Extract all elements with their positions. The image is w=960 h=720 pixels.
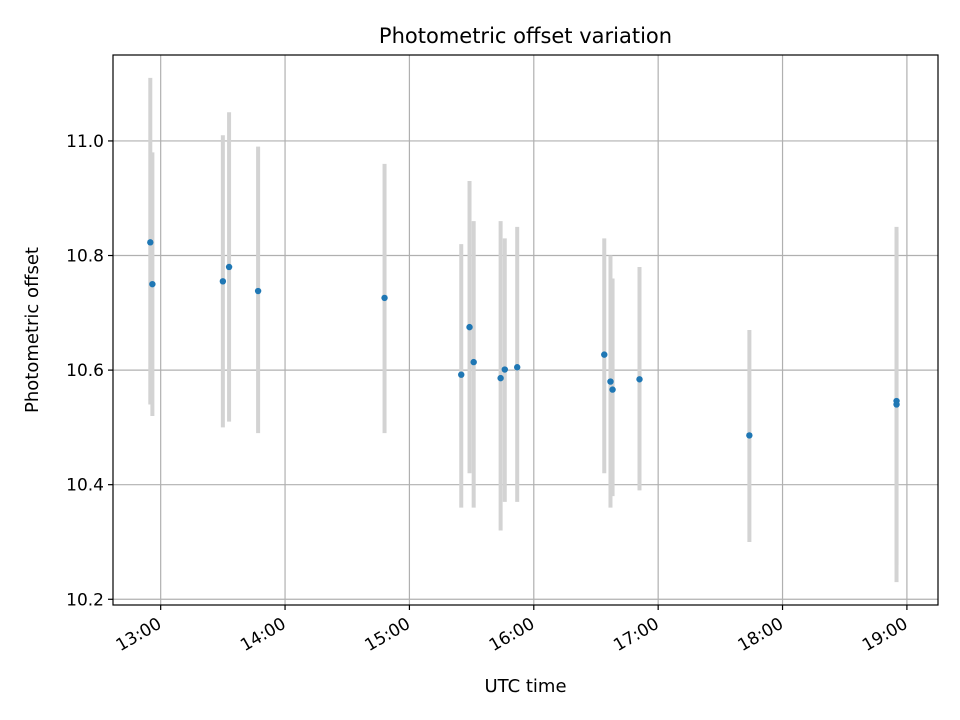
- y-tick-label: 11.0: [66, 132, 104, 152]
- y-axis: 10.2 10.4 10.6 10.8 11.0: [66, 132, 113, 610]
- grid: [113, 55, 938, 605]
- x-tick-label: 16:00: [486, 614, 538, 656]
- x-tick-label: 13:00: [113, 614, 165, 656]
- data-point: [149, 280, 156, 288]
- data-point: [636, 376, 643, 383]
- data-points: [147, 239, 900, 439]
- data-point: [601, 351, 608, 358]
- y-tick-label: 10.6: [66, 361, 104, 381]
- y-tick-label: 10.4: [66, 476, 104, 496]
- chart-title: Photometric offset variation: [379, 24, 672, 48]
- data-point: [514, 364, 521, 371]
- data-point: [458, 371, 465, 378]
- x-axis: 13:00 14:00 15:00 16:00 17:00 18:00 19:00: [113, 605, 911, 656]
- data-point: [607, 378, 614, 385]
- data-point: [893, 397, 900, 405]
- data-point: [497, 374, 504, 382]
- x-axis-label: UTC time: [484, 676, 566, 697]
- data-point: [609, 386, 616, 393]
- data-point: [254, 287, 262, 295]
- data-point: [746, 432, 753, 439]
- plot-frame: [112, 54, 939, 606]
- data-point: [501, 366, 508, 373]
- x-tick-label: 14:00: [237, 614, 289, 656]
- data-point: [466, 323, 473, 331]
- y-axis-label: Photometric offset: [22, 247, 43, 413]
- x-tick-label: 15:00: [361, 614, 413, 656]
- x-tick-label: 19:00: [859, 614, 911, 656]
- y-tick-label: 10.2: [66, 590, 104, 610]
- data-point: [381, 294, 388, 302]
- data-point: [470, 358, 477, 366]
- x-tick-label: 18:00: [735, 614, 787, 656]
- data-point: [225, 263, 233, 271]
- data-point: [219, 278, 227, 285]
- y-tick-label: 10.8: [66, 247, 104, 267]
- error-bars: [148, 77, 899, 583]
- data-point: [147, 239, 154, 246]
- x-tick-label: 17:00: [610, 614, 662, 656]
